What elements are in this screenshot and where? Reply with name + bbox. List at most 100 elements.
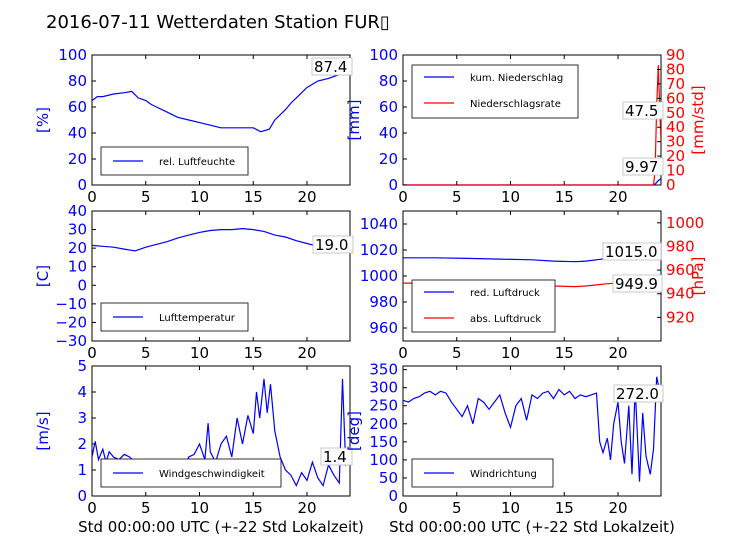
x-tick-label-precip-4: 20 [608, 188, 627, 206]
y-tick-label-pressure-2: 1000 [360, 267, 398, 285]
y-tick-label-winddir-2: 100 [369, 451, 398, 469]
panel-temperature: 0 5 10 15 20−30−20−10010203040[C]Lufttempera… [34, 202, 354, 362]
y-right-tick-label-precip-6: 60 [666, 89, 685, 107]
annotation-box-winddir-0 [613, 384, 664, 403]
y-tick-label-precip-4: 80 [379, 72, 398, 90]
y-tick-label-temperature-0: −30 [55, 332, 87, 350]
y-right-tick-label-precip-5: 50 [666, 104, 685, 122]
annotation-value-windspeed-0: 1.4 [323, 448, 347, 466]
series-group-windspeed [92, 378, 350, 488]
y-right-tick-label-pressure-3: 980 [666, 237, 695, 255]
y-tick-label-precip-1: 20 [379, 150, 398, 168]
panel-precip: 0 5 10 15 200204060801000102030405060708090[… [345, 46, 707, 206]
x-tick-label-precip-2: 10 [501, 188, 520, 206]
y-tick-label-pressure-3: 1020 [360, 241, 398, 259]
x-tick-label-pressure-2: 10 [501, 344, 520, 362]
series-line-humidity-0 [92, 71, 350, 133]
series-line-windspeed-0 [92, 378, 350, 488]
x-tick-label-humidity-3: 15 [244, 188, 263, 206]
x-tick-label-windspeed-4: 20 [297, 499, 316, 517]
y-tick-label-winddir-1: 50 [379, 469, 398, 487]
x-tick-label-temperature-3: 15 [244, 344, 263, 362]
annotation-value-pressure-0: 1015.0 [605, 243, 658, 261]
annotation-box-precip-0 [622, 101, 664, 120]
y-right-tick-label-precip-8: 80 [666, 60, 685, 78]
y-right-axis-label-precip: [mm/std] [689, 85, 707, 154]
legend-temperature: Lufttemperatur [100, 302, 249, 332]
y-right-tick-label-precip-2: 20 [666, 147, 685, 165]
y-right-tick-label-precip-9: 90 [666, 46, 685, 64]
y-tick-label-windspeed-4: 4 [77, 383, 87, 401]
x-tick-label-pressure-4: 20 [608, 344, 627, 362]
annotation-box-humidity-0 [311, 57, 353, 76]
x-tick-label-winddir-3: 15 [555, 499, 574, 517]
x-tick-label-winddir-1: 5 [452, 499, 462, 517]
x-tick-label-temperature-2: 10 [190, 344, 209, 362]
y-tick-label-winddir-5: 250 [369, 397, 398, 415]
y-tick-label-temperature-6: 30 [68, 221, 87, 239]
x-tick-label-temperature-0: 0 [87, 344, 97, 362]
series-line-winddir-0 [403, 376, 661, 482]
legend-humidity: rel. Luftfeuchte [100, 146, 249, 176]
y-tick-label-winddir-0: 0 [388, 487, 398, 505]
x-tick-label-temperature-4: 20 [297, 344, 316, 362]
x-tick-label-pressure-1: 5 [452, 344, 462, 362]
annotation-box-temperature-0 [312, 235, 354, 254]
x-tick-label-humidity-1: 5 [141, 188, 151, 206]
legend-windspeed: Windgeschwindigkeit [100, 458, 282, 488]
x-tick-label-winddir-4: 20 [608, 499, 627, 517]
y-tick-label-windspeed-3: 3 [77, 409, 87, 427]
x-tick-label-winddir-2: 10 [501, 499, 520, 517]
y-tick-label-winddir-4: 200 [369, 415, 398, 433]
annotation-value-pressure-1: 949.9 [615, 275, 658, 293]
y-tick-label-precip-2: 40 [379, 124, 398, 142]
annotation-value-winddir-0: 272.0 [616, 385, 659, 403]
annotation-box-windspeed-0 [320, 447, 353, 466]
y-tick-label-temperature-2: −10 [55, 295, 87, 313]
y-right-axis-label-pressure: [hPa] [689, 257, 707, 296]
y-axis-label-precip: [mm] [345, 100, 363, 141]
annotation-box-pressure-0 [602, 242, 662, 261]
legend-label-windspeed-0: Windgeschwindigkeit [159, 469, 265, 480]
y-right-tick-label-precip-1: 10 [666, 162, 685, 180]
y-right-tick-label-pressure-2: 960 [666, 261, 695, 279]
x-axis-label-winddir: Std 00:00:00 UTC (+-22 Std Lokalzeit) [389, 518, 675, 536]
x-tick-label-temperature-1: 5 [141, 344, 151, 362]
y-tick-label-temperature-4: 10 [68, 258, 87, 276]
y-tick-label-windspeed-5: 5 [77, 357, 87, 375]
legend-label-precip-0: kum. Niederschlag [470, 73, 563, 84]
y-axis-label-temperature: [C] [34, 265, 52, 287]
legend-label-winddir-0: Windrichtung [470, 469, 537, 480]
x-tick-label-windspeed-1: 5 [141, 499, 151, 517]
y-tick-label-humidity-4: 80 [68, 72, 87, 90]
x-tick-label-humidity-2: 10 [190, 188, 209, 206]
y-tick-label-pressure-0: 960 [369, 319, 398, 337]
x-tick-label-windspeed-2: 10 [190, 499, 209, 517]
y-tick-label-winddir-3: 150 [369, 433, 398, 451]
y-tick-label-windspeed-0: 0 [77, 487, 87, 505]
y-tick-label-humidity-5: 100 [58, 46, 87, 64]
y-axis-label-humidity: [%] [34, 107, 52, 133]
legend-frame-windspeed [100, 458, 282, 488]
y-tick-label-windspeed-1: 1 [77, 461, 87, 479]
y-tick-label-precip-5: 100 [369, 46, 398, 64]
legend-label-humidity-0: rel. Luftfeuchte [159, 157, 235, 168]
y-right-tick-label-precip-0: 0 [666, 176, 676, 194]
annotation-value-precip-0: 47.5 [625, 102, 658, 120]
y-tick-label-pressure-4: 1040 [360, 215, 398, 233]
annotation-box-precip-1 [622, 157, 664, 176]
x-tick-label-precip-0: 0 [398, 188, 408, 206]
panel-windspeed: 0 5 10 15 20 0 1 2 3 4 5 [m/s] Std 00:00:00 UTC (+-2… [34, 357, 364, 536]
legend-label-pressure-1: abs. Luftdruck [470, 314, 541, 325]
annotation-value-humidity-0: 87.4 [314, 58, 347, 76]
series-line-precip-0 [403, 178, 661, 185]
y-tick-label-temperature-3: 0 [77, 276, 87, 294]
y-tick-label-winddir-6: 300 [369, 379, 398, 397]
legend-winddir: Windrichtung [411, 458, 554, 488]
annotation-value-precip-1: 9.97 [625, 158, 658, 176]
x-tick-label-pressure-0: 0 [398, 344, 408, 362]
y-axis-label-winddir: [deg] [345, 411, 363, 451]
annotation-box-pressure-1 [612, 274, 663, 293]
y-right-tick-label-pressure-0: 920 [666, 308, 695, 326]
